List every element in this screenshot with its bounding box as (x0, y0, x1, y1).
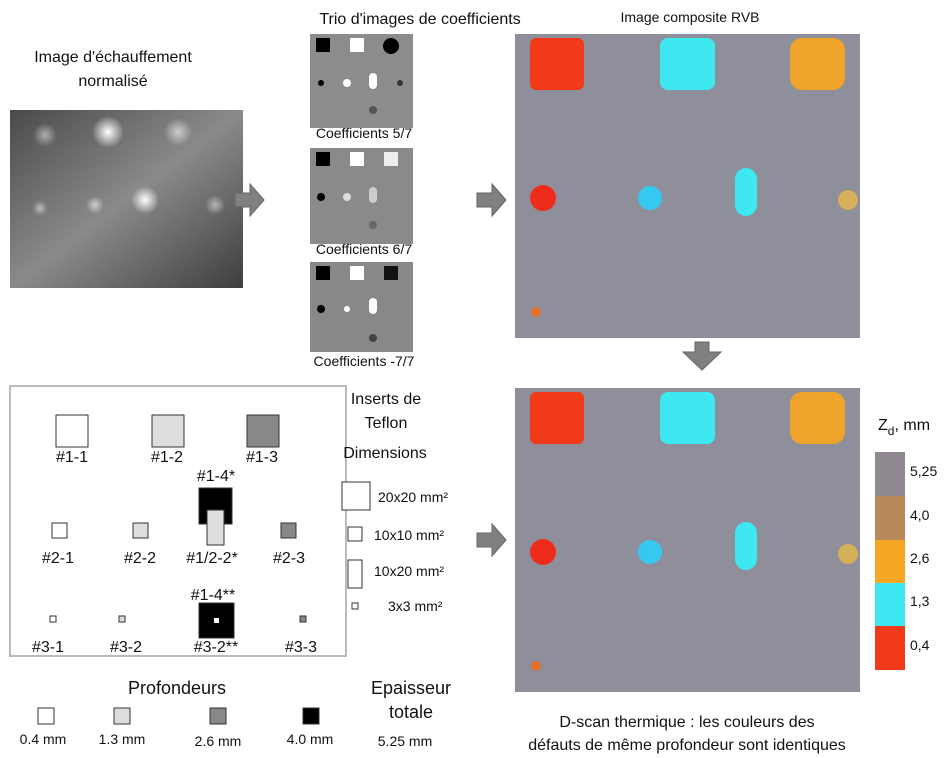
heading: Image composite RVB (620, 9, 759, 25)
dim-label: 20x20 mm² (378, 489, 448, 505)
caption: défauts de même profondeur sont identiqu… (528, 737, 846, 754)
insert-label: #1-2 (151, 449, 183, 466)
total-title: totale (389, 702, 433, 722)
coefficient-images (310, 34, 413, 352)
composite-images (515, 34, 860, 692)
depth-label: 2.6 mm (195, 733, 242, 749)
depth-swatches (38, 708, 319, 724)
thermal-image (10, 110, 243, 288)
depth-label: 0.4 mm (20, 731, 67, 747)
dim-label: 10x10 mm² (374, 527, 444, 543)
coef-label: Coefficients -7/7 (314, 353, 415, 369)
insert-label: #1-4* (197, 468, 235, 485)
dim-label: 3x3 mm² (388, 598, 443, 614)
insert-label: #1-4** (191, 587, 235, 604)
caption: D-scan thermique : les couleurs des (559, 714, 814, 731)
insert-label: #3-2 (110, 639, 142, 656)
unit: , mm (894, 417, 930, 434)
total-title: Epaisseur (371, 678, 451, 698)
colorbar-label: 5,25 (910, 463, 937, 479)
heading: Trio d'images de coefficients (319, 11, 520, 28)
colorbar-title: Zd, mm (878, 417, 930, 438)
dim-title: Inserts de (351, 391, 421, 408)
insert-label: #2-2 (124, 550, 156, 567)
subscript: d (888, 424, 895, 438)
insert-label: #1-3 (246, 449, 278, 466)
colorbar-label: 4,0 (910, 507, 930, 523)
coef-label: Coefficients 5/7 (316, 125, 412, 141)
coef-label: Coefficients 6/7 (316, 241, 412, 257)
colorbar-label: 0,4 (910, 637, 930, 653)
depth-label: 4.0 mm (287, 731, 334, 747)
dim-title: Teflon (365, 415, 408, 432)
insert-label: #3-2** (194, 639, 238, 656)
insert-label: #2-3 (273, 550, 305, 567)
dim-heading: Dimensions (343, 445, 427, 462)
heading: normalisé (78, 73, 147, 90)
heading: Image d'échauffement (34, 49, 192, 66)
insert-label: #2-1 (42, 550, 74, 567)
depth-title: Profondeurs (128, 678, 226, 698)
colorbar (875, 452, 905, 670)
depth-label: 1.3 mm (99, 731, 146, 747)
insert-label: #3-3 (285, 639, 317, 656)
dim-label: 10x20 mm² (374, 563, 444, 579)
insert-label: #3-1 (32, 639, 64, 656)
symbol: Z (878, 417, 888, 434)
insert-map (10, 386, 346, 656)
insert-label: #1-1 (56, 449, 88, 466)
total-label: 5.25 mm (378, 733, 432, 749)
figure: Image d'échauffement normalisé Trio d'im… (0, 0, 948, 758)
colorbar-label: 1,3 (910, 593, 930, 609)
colorbar-label: 2,6 (910, 550, 930, 566)
insert-label: #1/2-2* (186, 550, 238, 567)
